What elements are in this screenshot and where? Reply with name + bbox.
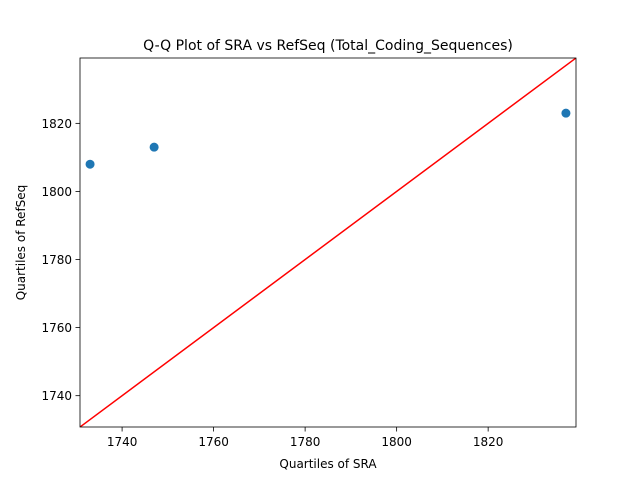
data-point-2 bbox=[149, 142, 159, 152]
plot-frame bbox=[79, 57, 577, 428]
x-axis-label: Quartiles of SRA bbox=[279, 457, 377, 471]
data-point-3 bbox=[561, 108, 571, 118]
y-tick-label: 1740 bbox=[41, 389, 72, 403]
y-tick-label: 1820 bbox=[41, 117, 72, 131]
y-tick-label: 1800 bbox=[41, 185, 72, 199]
data-point-1 bbox=[85, 159, 95, 169]
x-tick-label: 1820 bbox=[473, 435, 504, 449]
chart-title: Q-Q Plot of SRA vs RefSeq (Total_Coding_… bbox=[143, 38, 513, 54]
reference-line bbox=[80, 58, 576, 427]
x-tick-label: 1740 bbox=[107, 435, 138, 449]
x-tick-label: 1780 bbox=[290, 435, 321, 449]
x-tick-label: 1800 bbox=[381, 435, 412, 449]
y-tick-label: 1780 bbox=[41, 253, 72, 267]
x-tick-label: 1760 bbox=[198, 435, 229, 449]
y-axis-label: Quartiles of RefSeq bbox=[14, 185, 28, 301]
y-tick-label: 1760 bbox=[41, 321, 72, 335]
